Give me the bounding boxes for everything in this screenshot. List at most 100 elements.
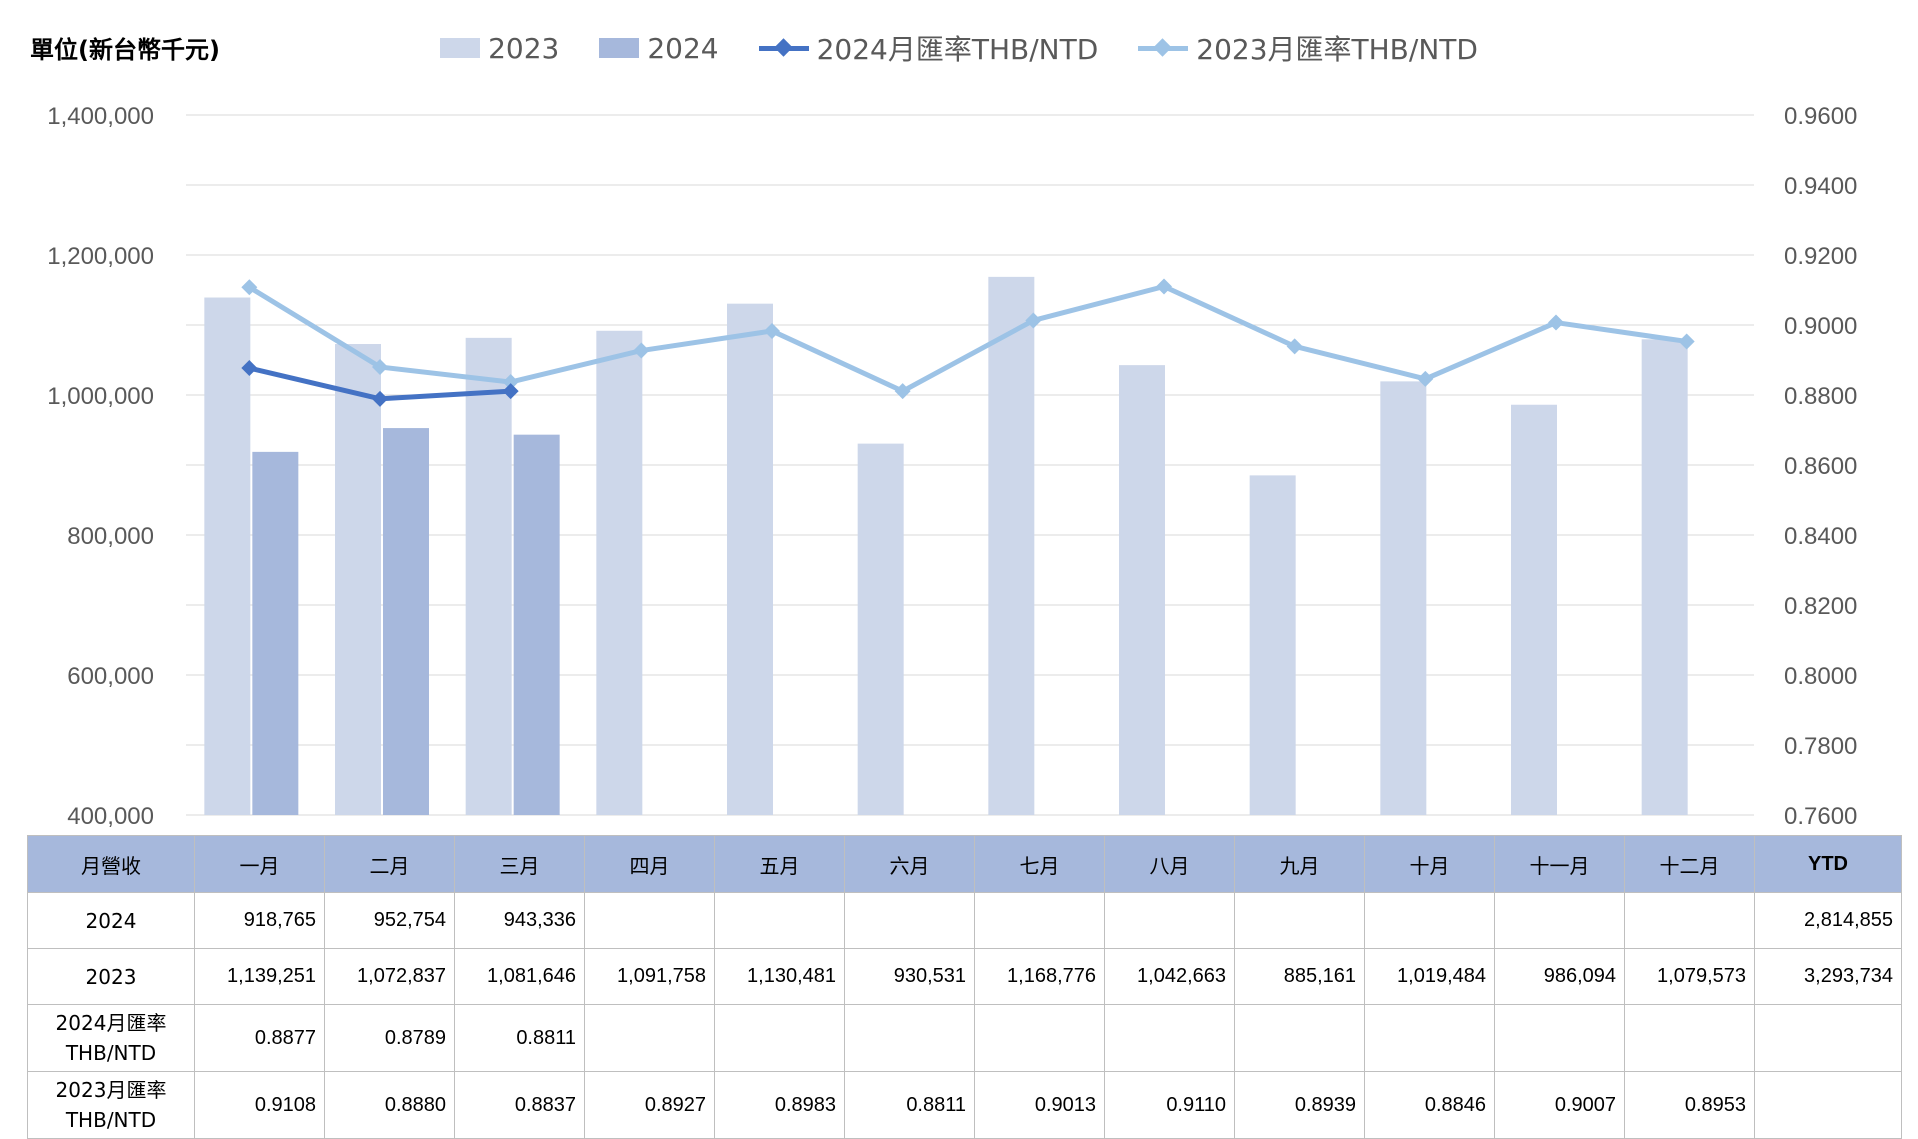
combo-chart: 400,000 600,000 800,000 1,000,000 1,200,000 1… — [47, 103, 1857, 830]
y-tick-label: 1,200,000 — [47, 243, 154, 270]
table-cell: 0.9007 — [1494, 1071, 1625, 1139]
table-row-label-line: THB/NTD — [65, 1041, 157, 1065]
table-cell: 918,765 — [194, 892, 325, 949]
table-cell: 0.8880 — [324, 1071, 455, 1139]
rate-2023-point — [372, 359, 388, 375]
legend-line-rate-2023 — [1138, 38, 1189, 58]
table-cell — [584, 1004, 715, 1072]
legend: 2023 2024 2024月匯率THB/NTD 2023月匯率THB/NTD — [0, 28, 1918, 68]
table-row-label-line: 2023月匯率 — [55, 1078, 167, 1102]
bar-2024 — [513, 434, 560, 815]
rate-2024-point — [372, 390, 388, 407]
y2-tick-label: 0.8200 — [1784, 593, 1857, 620]
table-row-label-line: 2024月匯率 — [55, 1011, 167, 1035]
table-cell: 0.8789 — [324, 1004, 455, 1072]
legend-label-rate-2024: 2024月匯率THB/NTD — [816, 33, 1099, 66]
table-cell — [1364, 892, 1495, 949]
table-cell: 1,081,646 — [454, 948, 585, 1005]
table-cell: 3,293,734 — [1754, 948, 1902, 1005]
rate-2023-point — [1025, 312, 1042, 329]
table-cell: 1,072,837 — [324, 948, 455, 1005]
table-cell: 0.8953 — [1624, 1071, 1755, 1139]
table-row: 2023月匯率 THB/NTD 0.9108 0.8880 0.8837 0.8927 0.… — [27, 1071, 1902, 1139]
table-cell: 943,336 — [454, 892, 585, 949]
table-cell: 1,091,758 — [584, 948, 715, 1005]
table-cell: 1,019,484 — [1364, 948, 1495, 1005]
rate-2023-point — [1678, 333, 1695, 350]
table-cell — [1234, 1004, 1365, 1072]
y-tick-label: 400,000 — [67, 803, 154, 830]
rate-2023-point — [764, 322, 780, 339]
data-table: 月營收 一月 二月 三月 四月 五月 六月 七月 八月 九月 十月 十一月 十二月 YTD 2024 918… — [27, 835, 1902, 1139]
table-header-month: 十月 — [1364, 835, 1495, 893]
y2-tick-label: 0.8600 — [1784, 453, 1857, 480]
y2-tick-label: 0.8400 — [1784, 523, 1857, 550]
table-cell — [714, 1004, 845, 1072]
unit-label: 單位(新台幣千元) — [30, 36, 220, 64]
table-header-month: 六月 — [844, 835, 975, 893]
legend-line-rate-2024 — [758, 38, 809, 58]
rate-2024-point — [502, 383, 519, 400]
table-header-month: 一月 — [194, 835, 325, 893]
bar-2023 — [596, 330, 643, 815]
table-cell — [844, 1004, 975, 1072]
table-header-row: 月營收 一月 二月 三月 四月 五月 六月 七月 八月 九月 十月 十一月 十二月 YTD — [27, 835, 1902, 893]
legend-swatch-2023 — [440, 38, 481, 58]
bar-2023 — [1119, 365, 1165, 815]
legend-item-2023: 2023 — [440, 32, 559, 65]
table-header-month: 九月 — [1234, 835, 1365, 893]
table-header-month: 十一月 — [1494, 835, 1625, 893]
y2-tick-label: 0.7800 — [1784, 733, 1857, 760]
table-cell — [1104, 1004, 1235, 1072]
rate-2023-point — [633, 342, 650, 359]
legend-label-2024: 2024 — [647, 31, 719, 65]
bar-2024 — [383, 428, 429, 815]
rate-2023-point — [241, 279, 258, 296]
y2-tick-label: 0.9200 — [1784, 243, 1857, 270]
rate-2023-point — [1156, 278, 1172, 295]
table-cell: 1,168,776 — [974, 948, 1105, 1005]
table-row: 2024月匯率 THB/NTD 0.8877 0.8789 0.8811 — [27, 1004, 1902, 1072]
rate-2023-point — [502, 374, 519, 391]
table-cell — [974, 1004, 1105, 1072]
table-row-label: 2023月匯率 THB/NTD — [27, 1071, 195, 1139]
table-row: 2023 1,139,251 1,072,837 1,081,646 1,091,758… — [27, 948, 1902, 1005]
rate-2024-point — [241, 360, 258, 377]
table-cell: 1,130,481 — [714, 948, 845, 1005]
table-cell: 885,161 — [1234, 948, 1365, 1005]
rate-2023-line — [248, 284, 1688, 394]
legend-label-rate-2023: 2023月匯率THB/NTD — [1196, 33, 1478, 66]
table-cell: 0.8811 — [454, 1004, 585, 1072]
bar-2023 — [857, 443, 904, 815]
table-cell — [584, 892, 715, 949]
rate-2023-point — [1286, 338, 1303, 355]
table-cell: 1,042,663 — [1104, 948, 1235, 1005]
table-cell: 930,531 — [844, 948, 975, 1005]
table-cell: 986,094 — [1494, 948, 1625, 1005]
bar-2023 — [1641, 339, 1688, 815]
table-row-label: 2024月匯率 THB/NTD — [27, 1004, 195, 1072]
bar-2023 — [465, 337, 512, 815]
legend-swatch-2024 — [599, 38, 640, 58]
y-tick-label: 1,400,000 — [47, 103, 154, 130]
table-cell — [1364, 1004, 1495, 1072]
table-cell — [1754, 1004, 1902, 1072]
y2-tick-label: 0.9000 — [1784, 313, 1857, 340]
table-cell — [844, 892, 975, 949]
table-row-label-line: THB/NTD — [65, 1108, 157, 1132]
table-cell: 1,139,251 — [194, 948, 325, 1005]
y-tick-label: 800,000 — [67, 523, 154, 550]
y2-tick-label: 0.9400 — [1784, 173, 1857, 200]
table-cell: 0.9110 — [1104, 1071, 1235, 1139]
table-cell — [1494, 1004, 1625, 1072]
legend-item-2024: 2024 — [599, 31, 719, 65]
table-cell — [1234, 892, 1365, 949]
legend-item-rate-2024: 2024月匯率THB/NTD — [758, 28, 1099, 68]
y2-tick-label: 0.8800 — [1784, 383, 1857, 410]
table-cell: 0.8877 — [194, 1004, 325, 1072]
table-cell — [1624, 1004, 1755, 1072]
table-header-month: 十二月 — [1624, 835, 1755, 893]
table-row: 2024 918,765 952,754 943,336 2,814,855 — [27, 892, 1902, 949]
table-row-label-line: 2024 — [85, 908, 137, 933]
